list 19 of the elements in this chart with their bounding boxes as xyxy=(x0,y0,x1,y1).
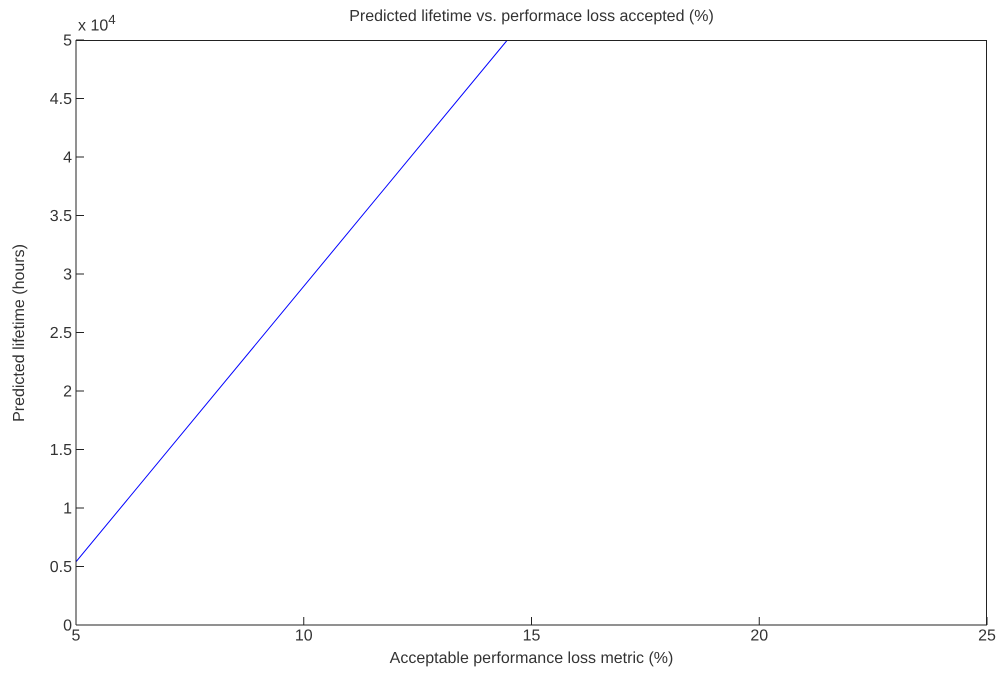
y-tick-label: 1.5 xyxy=(50,442,72,460)
y-tick-label: 2.5 xyxy=(50,325,72,342)
y-axis-title: Predicted lifetime (hours) xyxy=(11,244,29,422)
x-tick-label: 15 xyxy=(522,627,540,644)
x-tick-label: 10 xyxy=(294,627,313,644)
y-tick-label: 5 xyxy=(63,32,72,50)
x-tick-label: 25 xyxy=(978,627,996,644)
y-tick-label: 3 xyxy=(63,266,72,284)
y-tick-label: 3.5 xyxy=(50,208,72,226)
y-tick-label: 4 xyxy=(63,150,72,167)
x-axis-title: Acceptable performance loss metric (%) xyxy=(388,650,674,668)
y-tick-label: 1 xyxy=(63,500,72,518)
y-tick-label: 4.5 xyxy=(50,91,72,108)
y-tick-label: 0 xyxy=(63,618,72,635)
x-tick-label: 20 xyxy=(750,627,768,644)
y-tick-label: 2 xyxy=(63,384,72,401)
text: x 10$^{4}$ xyxy=(78,12,116,36)
y-tick-label: 0.5 xyxy=(50,559,72,576)
chart-title: Predicted lifetime vs. performace loss accepted (%) xyxy=(349,8,714,25)
